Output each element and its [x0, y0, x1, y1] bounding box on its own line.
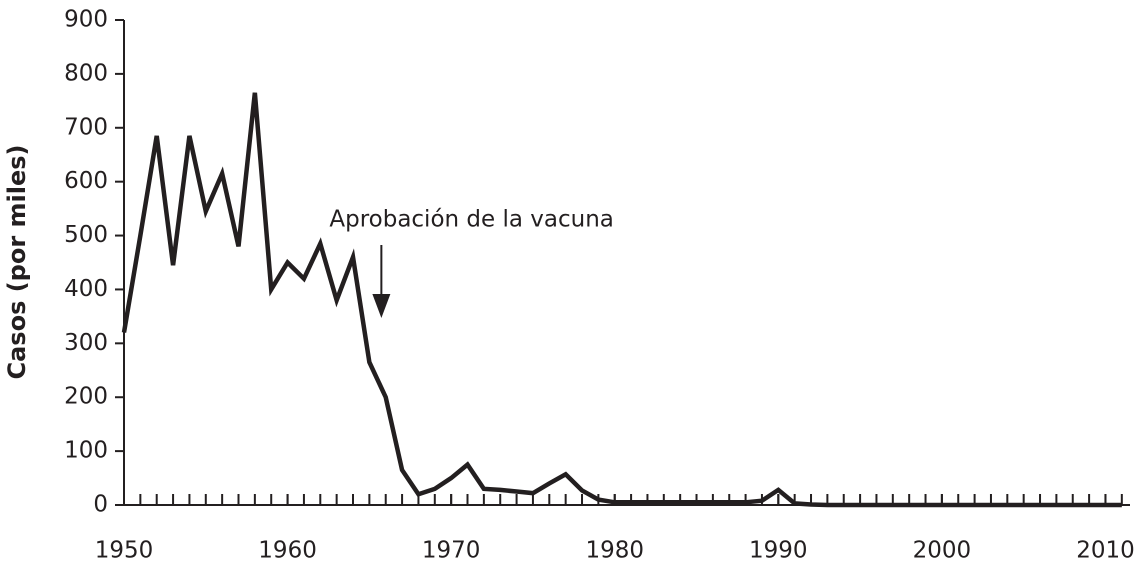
y-tick-label: 900 — [64, 7, 108, 33]
y-tick-label: 600 — [64, 168, 108, 194]
x-tick-label: 2010 — [1076, 538, 1135, 564]
x-tick-label: 1980 — [585, 538, 644, 564]
y-tick-label: 200 — [64, 384, 108, 410]
annotation-arrow-head — [372, 294, 391, 318]
x-tick-label: 1990 — [749, 538, 808, 564]
y-tick-label: 100 — [64, 438, 108, 464]
x-tick-label: 1960 — [258, 538, 317, 564]
x-tick-label: 1950 — [95, 538, 154, 564]
x-tick-label: 1970 — [422, 538, 481, 564]
x-tick-label: 2000 — [913, 538, 972, 564]
data-line — [121, 92, 1122, 508]
y-tick-label: 300 — [64, 330, 108, 356]
y-tick-label: 0 — [93, 492, 108, 518]
y-axis-label: Casos (por miles) — [3, 144, 31, 379]
y-tick-label: 400 — [64, 276, 108, 302]
annotation-text: Aprobación de la vacuna — [329, 207, 614, 233]
y-tick-label: 700 — [64, 114, 108, 140]
y-tick-label: 500 — [64, 222, 108, 248]
y-tick-label: 800 — [64, 60, 108, 86]
